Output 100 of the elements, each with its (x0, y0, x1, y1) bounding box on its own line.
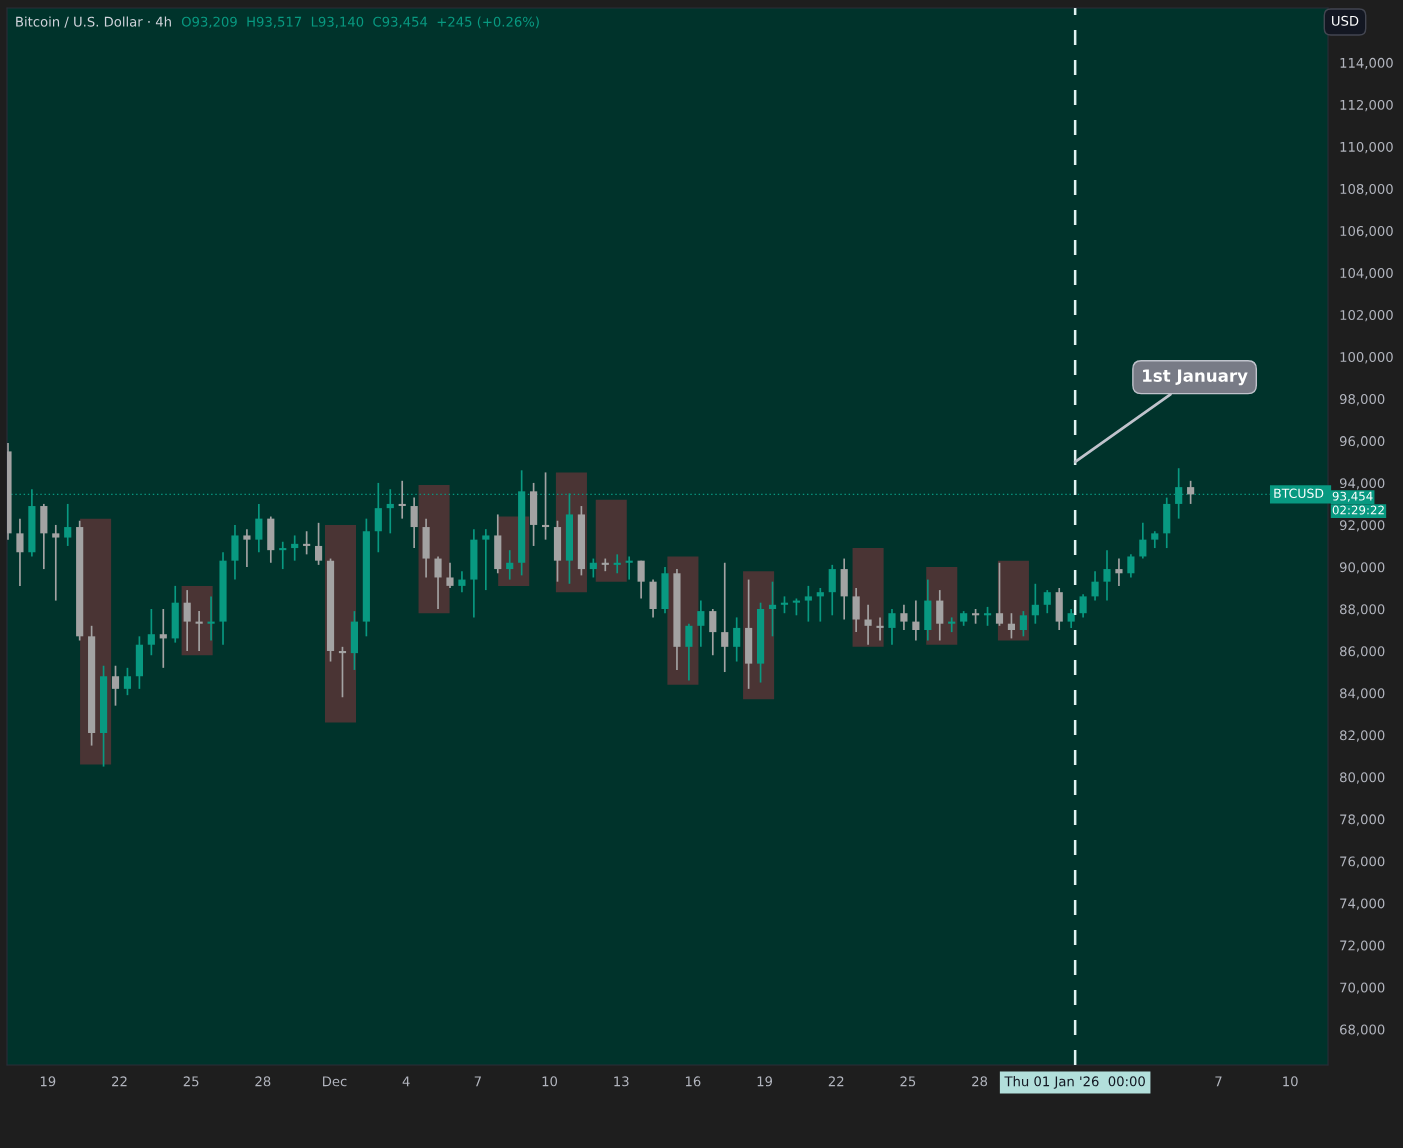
candlestick (995, 561, 1004, 627)
candlestick (1187, 479, 1195, 505)
x-tick-label: 10 (542, 1076, 558, 1087)
candlestick (279, 540, 287, 570)
candlestick (625, 555, 633, 581)
candlestick (398, 479, 406, 520)
candlestick (613, 553, 621, 575)
x-tick-label: 7 (474, 1076, 481, 1087)
candlestick (338, 645, 347, 699)
candlestick (111, 664, 120, 707)
candlestick (16, 517, 24, 587)
text: 93,454 (1332, 491, 1373, 502)
x-tick-label: 10 (1283, 1076, 1298, 1087)
text: 02:29:22 (1332, 505, 1384, 515)
candlestick (207, 595, 215, 642)
candlestick (948, 616, 956, 633)
candlestick (983, 606, 992, 627)
candlestick (1019, 610, 1027, 638)
text: USD (1332, 15, 1359, 26)
x-tick-label: 19 (757, 1076, 773, 1087)
y-tick-label: 88,000 (1340, 604, 1385, 616)
y-tick-label: 78,000 (1340, 814, 1385, 826)
y-tick-label: 80,000 (1340, 772, 1385, 784)
y-tick-label: 90,000 (1339, 562, 1385, 574)
candlestick (804, 585, 812, 623)
candlestick (912, 599, 920, 642)
candlestick (541, 471, 550, 541)
x-tick-label: 28 (255, 1076, 271, 1087)
candlestick (685, 622, 693, 682)
candlestick (52, 524, 60, 602)
candlestick (864, 603, 872, 646)
candlestick (589, 557, 597, 579)
x-tick-label: 28 (972, 1076, 988, 1087)
x-tick-label: 16 (685, 1076, 701, 1087)
text: O93,209 H93,517 L93,140 C93,454 +245 (+0.26%) (181, 16, 539, 29)
candlestick (768, 580, 777, 638)
candlestick (123, 667, 132, 696)
y-tick-label: 98,000 (1339, 394, 1385, 406)
y-tick-label: 112,000 (1340, 99, 1393, 112)
y-tick-label: 110,000 (1340, 141, 1393, 154)
candlestick (1091, 570, 1099, 602)
candlestick (374, 482, 382, 554)
x-tick-label: Dec (323, 1076, 347, 1087)
ref-line-label: BTCUSD (1274, 488, 1324, 499)
candlestick (303, 530, 311, 556)
y-tick-label: 76,000 (1340, 856, 1385, 868)
candlestick (888, 608, 896, 646)
candlestick (159, 608, 167, 669)
x-tick-label: 4 (402, 1076, 410, 1087)
y-tick-label: 104,000 (1340, 268, 1393, 280)
x-tick-label: Thu 01 Jan '26 00:00 (1004, 1076, 1145, 1089)
candlestick (1043, 589, 1051, 615)
candlestick (733, 616, 741, 663)
x-tick-label: 7 (1215, 1076, 1222, 1087)
candlestick (243, 528, 251, 568)
y-tick-label: 70,000 (1340, 982, 1385, 994)
y-tick-label: 72,000 (1340, 940, 1385, 952)
y-tick-label: 68,000 (1340, 1024, 1385, 1036)
candlestick (900, 603, 908, 631)
candlestick (637, 559, 645, 600)
candlestick (1067, 608, 1075, 629)
candlestick (482, 528, 490, 591)
candlestick (147, 608, 155, 657)
candlestick (315, 522, 323, 566)
candlestick (709, 608, 717, 657)
candlestick (721, 561, 729, 673)
y-tick-label: 92,000 (1339, 520, 1385, 532)
y-tick-label: 102,000 (1340, 310, 1393, 322)
candlestick (1127, 553, 1135, 579)
candlestick (697, 599, 705, 648)
x-tick-label: 13 (614, 1076, 629, 1087)
x-tick-label: 19 (40, 1076, 56, 1087)
candlestick (434, 555, 442, 610)
y-tick-label: 106,000 (1340, 225, 1393, 238)
y-tick-label: 108,000 (1340, 183, 1393, 196)
candlestick (1139, 522, 1147, 560)
candlestick (876, 616, 884, 642)
candlestick (255, 503, 263, 554)
y-tick-label: 96,000 (1339, 436, 1385, 448)
candlestick (1115, 557, 1123, 587)
y-tick-label: 100,000 (1340, 352, 1393, 364)
candlestick (183, 589, 191, 652)
candlestick (506, 549, 514, 581)
y-tick-label: 82,000 (1340, 730, 1385, 742)
candlestick (1079, 593, 1087, 619)
bar (595, 499, 627, 582)
y-tick-label: 74,000 (1340, 898, 1385, 910)
text: Bitcoin / U.S. Dollar · 4h (16, 16, 171, 28)
y-tick-label: 94,000 (1339, 478, 1385, 490)
candlestick (446, 561, 454, 589)
candlestick (1031, 582, 1039, 625)
candlestick (1103, 549, 1111, 602)
candlestick (936, 589, 944, 642)
candlestick (852, 587, 860, 633)
candlestick (816, 587, 824, 623)
candlestick (458, 570, 466, 594)
candlestick (64, 503, 72, 547)
y-tick-label: 84,000 (1340, 688, 1385, 700)
candlestick (410, 496, 418, 549)
candlestick (1007, 612, 1016, 640)
